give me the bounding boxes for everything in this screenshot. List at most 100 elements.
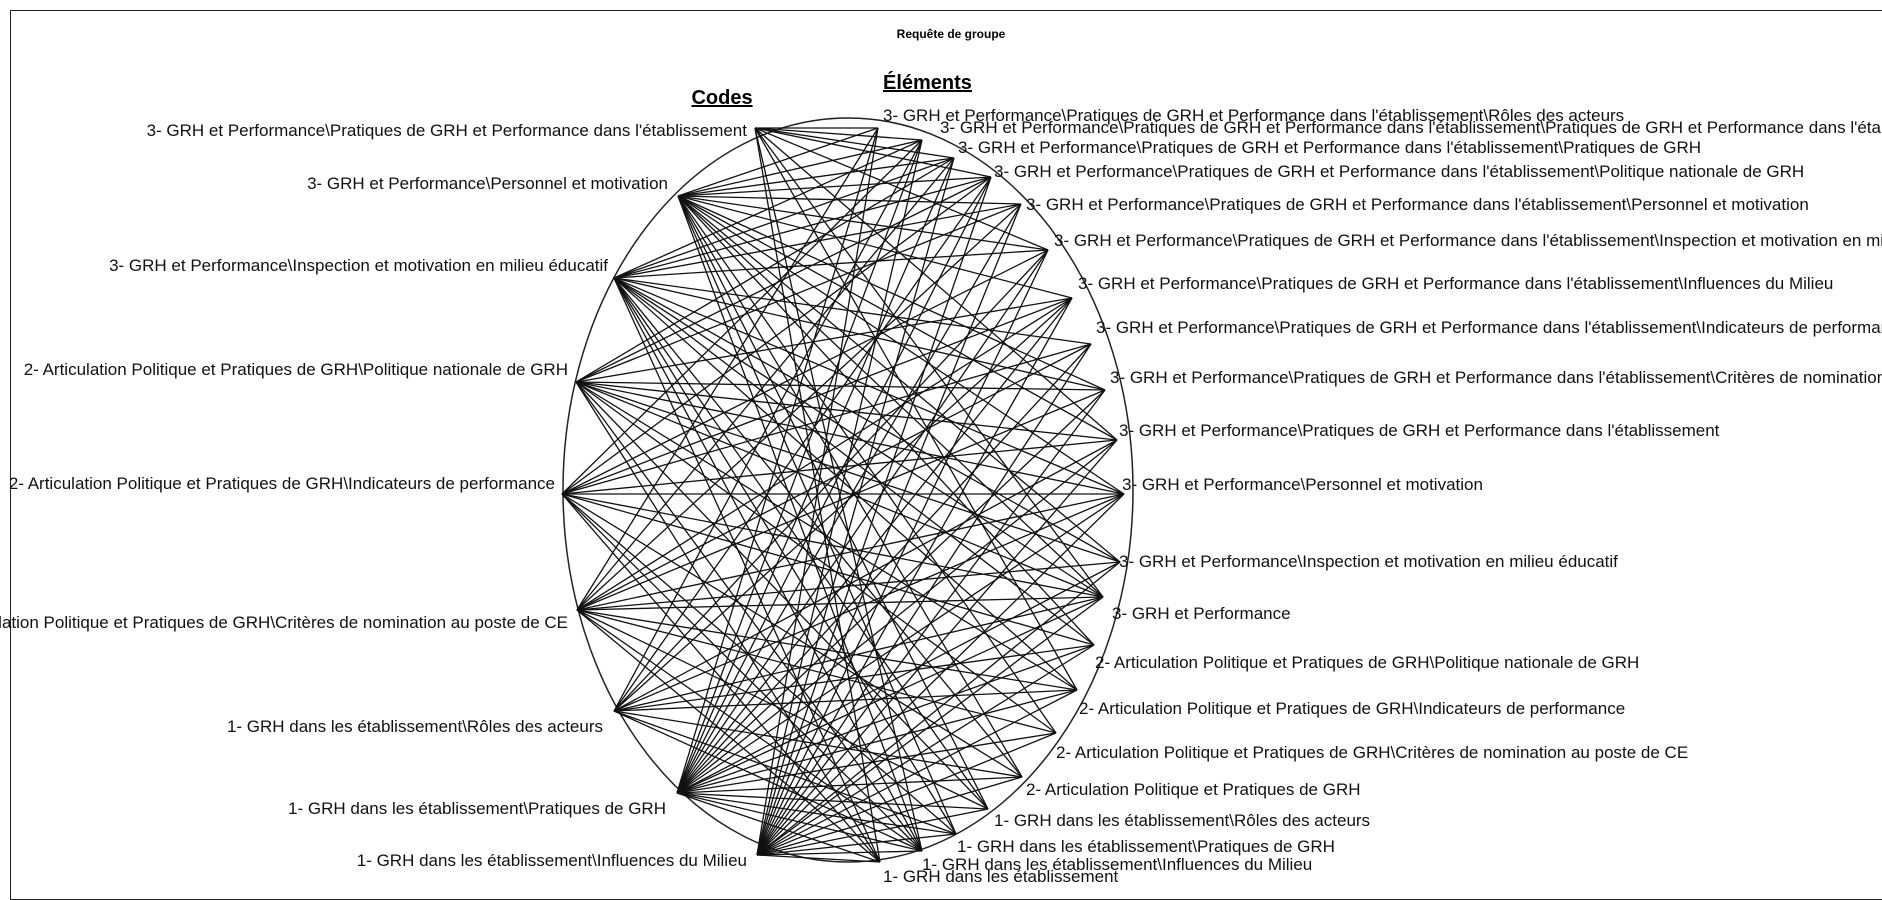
connection-line-7-7 [676,343,1092,794]
connection-line-7-0 [676,127,879,794]
element-label-3: 3- GRH et Performance\Pratiques de GRH e… [994,162,1804,181]
connection-line-2-19 [613,277,923,852]
connection-line-8-1 [756,139,923,856]
connection-line-8-20 [756,854,881,863]
connection-line-3-8 [575,381,1106,391]
connection-line-8-9 [756,439,1118,856]
elements-header: Éléments [883,71,972,94]
connection-line-6-5 [613,249,1049,712]
connection-line-7-14 [676,689,1078,794]
connection-line-7-18 [676,792,957,835]
connection-line-0-14 [754,127,1078,691]
code-label-2: 3- GRH et Performance\Inspection et moti… [109,256,608,275]
connection-line-8-10 [756,493,1125,856]
connection-line-1-0 [677,127,879,197]
connection-line-3-15 [575,381,1057,734]
connection-line-2-2 [613,157,955,279]
codes-header: Codes [691,87,752,109]
connection-line-1-3 [677,176,992,197]
code-label-3: 2- Articulation Politique et Pratiques d… [24,360,568,379]
connection-line-0-2 [754,127,955,159]
connection-line-4-12 [561,493,1104,598]
connection-line-8-2 [756,157,955,856]
connection-line-7-4 [676,203,1022,794]
connection-line-5-17 [576,609,989,810]
connection-line-2-13 [613,277,1095,646]
connection-line-5-0 [576,127,879,611]
element-label-13: 2- Articulation Politique et Pratiques d… [1095,653,1639,672]
connection-line-3-11 [575,381,1121,563]
connection-line-1-12 [677,195,1104,598]
connection-line-2-7 [613,277,1092,345]
connection-line-1-17 [677,195,989,810]
code-label-1: 3- GRH et Performance\Personnel et motiv… [307,174,668,193]
connection-line-8-17 [756,808,989,856]
connection-line-4-5 [561,249,1049,495]
connection-line-7-8 [676,389,1106,794]
element-label-11: 3- GRH et Performance\Inspection et moti… [1119,552,1618,571]
connection-line-5-8 [576,389,1106,611]
connection-line-6-12 [613,596,1104,712]
connection-line-7-16 [676,776,1023,794]
connection-line-8-3 [756,176,992,856]
connection-line-7-3 [676,176,992,794]
element-label-16: 2- Articulation Politique et Pratiques d… [1026,780,1361,799]
connection-line-8-6 [756,297,1073,856]
connection-lines [561,127,1125,863]
connection-line-1-2 [677,157,955,197]
connection-line-8-5 [756,249,1049,856]
element-label-15: 2- Articulation Politique et Pratiques d… [1056,743,1688,762]
element-label-7: 3- GRH et Performance\Pratiques de GRH e… [1096,318,1882,337]
connection-line-7-9 [676,439,1118,794]
element-label-0: 3- GRH et Performance\Pratiques de GRH e… [883,106,1624,125]
element-label-1: 3- GRH et Performance\Pratiques de GRH e… [940,118,1882,137]
connection-line-5-2 [576,157,955,611]
element-label-4: 3- GRH et Performance\Pratiques de GRH e… [1026,195,1809,214]
connection-line-8-12 [756,596,1104,856]
connection-line-1-6 [677,195,1073,299]
connection-line-6-3 [613,176,992,712]
element-label-12: 3- GRH et Performance [1112,604,1291,623]
element-label-14: 2- Articulation Politique et Pratiques d… [1079,699,1625,718]
circle-outline [562,117,1134,863]
connection-line-8-16 [756,776,1023,856]
connection-line-2-1 [613,139,923,279]
connection-line-1-5 [677,195,1049,251]
connection-line-0-1 [754,127,923,141]
connection-line-8-15 [756,732,1057,856]
connection-line-8-7 [756,343,1092,856]
connection-line-7-2 [676,157,955,794]
connection-line-7-17 [676,792,989,810]
connection-line-5-4 [576,203,1022,611]
connection-line-3-2 [575,157,955,383]
connection-line-1-9 [677,195,1118,441]
connection-line-4-19 [561,493,923,852]
element-label-17: 1- GRH dans les établissement\Rôles des … [994,811,1370,830]
connection-line-7-6 [676,297,1073,794]
element-label-5: 3- GRH et Performance\Pratiques de GRH e… [1054,231,1882,250]
connection-line-1-4 [677,195,1022,205]
element-label-2: 3- GRH et Performance\Pratiques de GRH e… [958,138,1701,157]
connection-line-8-4 [756,203,1022,856]
connection-line-7-10 [676,493,1125,794]
element-label-6: 3- GRH et Performance\Pratiques de GRH e… [1078,274,1833,293]
connection-line-7-13 [676,644,1095,794]
element-label-18: 1- GRH dans les établissement\Pratiques … [957,837,1335,856]
connection-line-5-10 [576,493,1125,611]
connection-line-6-19 [613,710,923,852]
code-label-0: 3- GRH et Performance\Pratiques de GRH e… [147,121,748,140]
connection-line-4-7 [561,343,1092,495]
connection-line-8-19 [756,850,923,856]
connection-line-6-14 [613,689,1078,712]
code-label-7: 1- GRH dans les établissement\Pratiques … [288,799,666,818]
connection-line-3-12 [575,381,1104,598]
connection-line-5-11 [576,561,1121,611]
connection-line-2-17 [613,277,989,810]
connection-line-4-18 [561,493,957,835]
code-label-6: 1- GRH dans les établissement\Rôles des … [227,717,603,736]
connection-line-7-11 [676,561,1121,794]
connection-line-6-1 [613,139,923,712]
element-label-8: 3- GRH et Performance\Pratiques de GRH e… [1110,368,1882,387]
connection-line-3-19 [575,381,923,852]
connection-line-1-19 [677,195,923,852]
